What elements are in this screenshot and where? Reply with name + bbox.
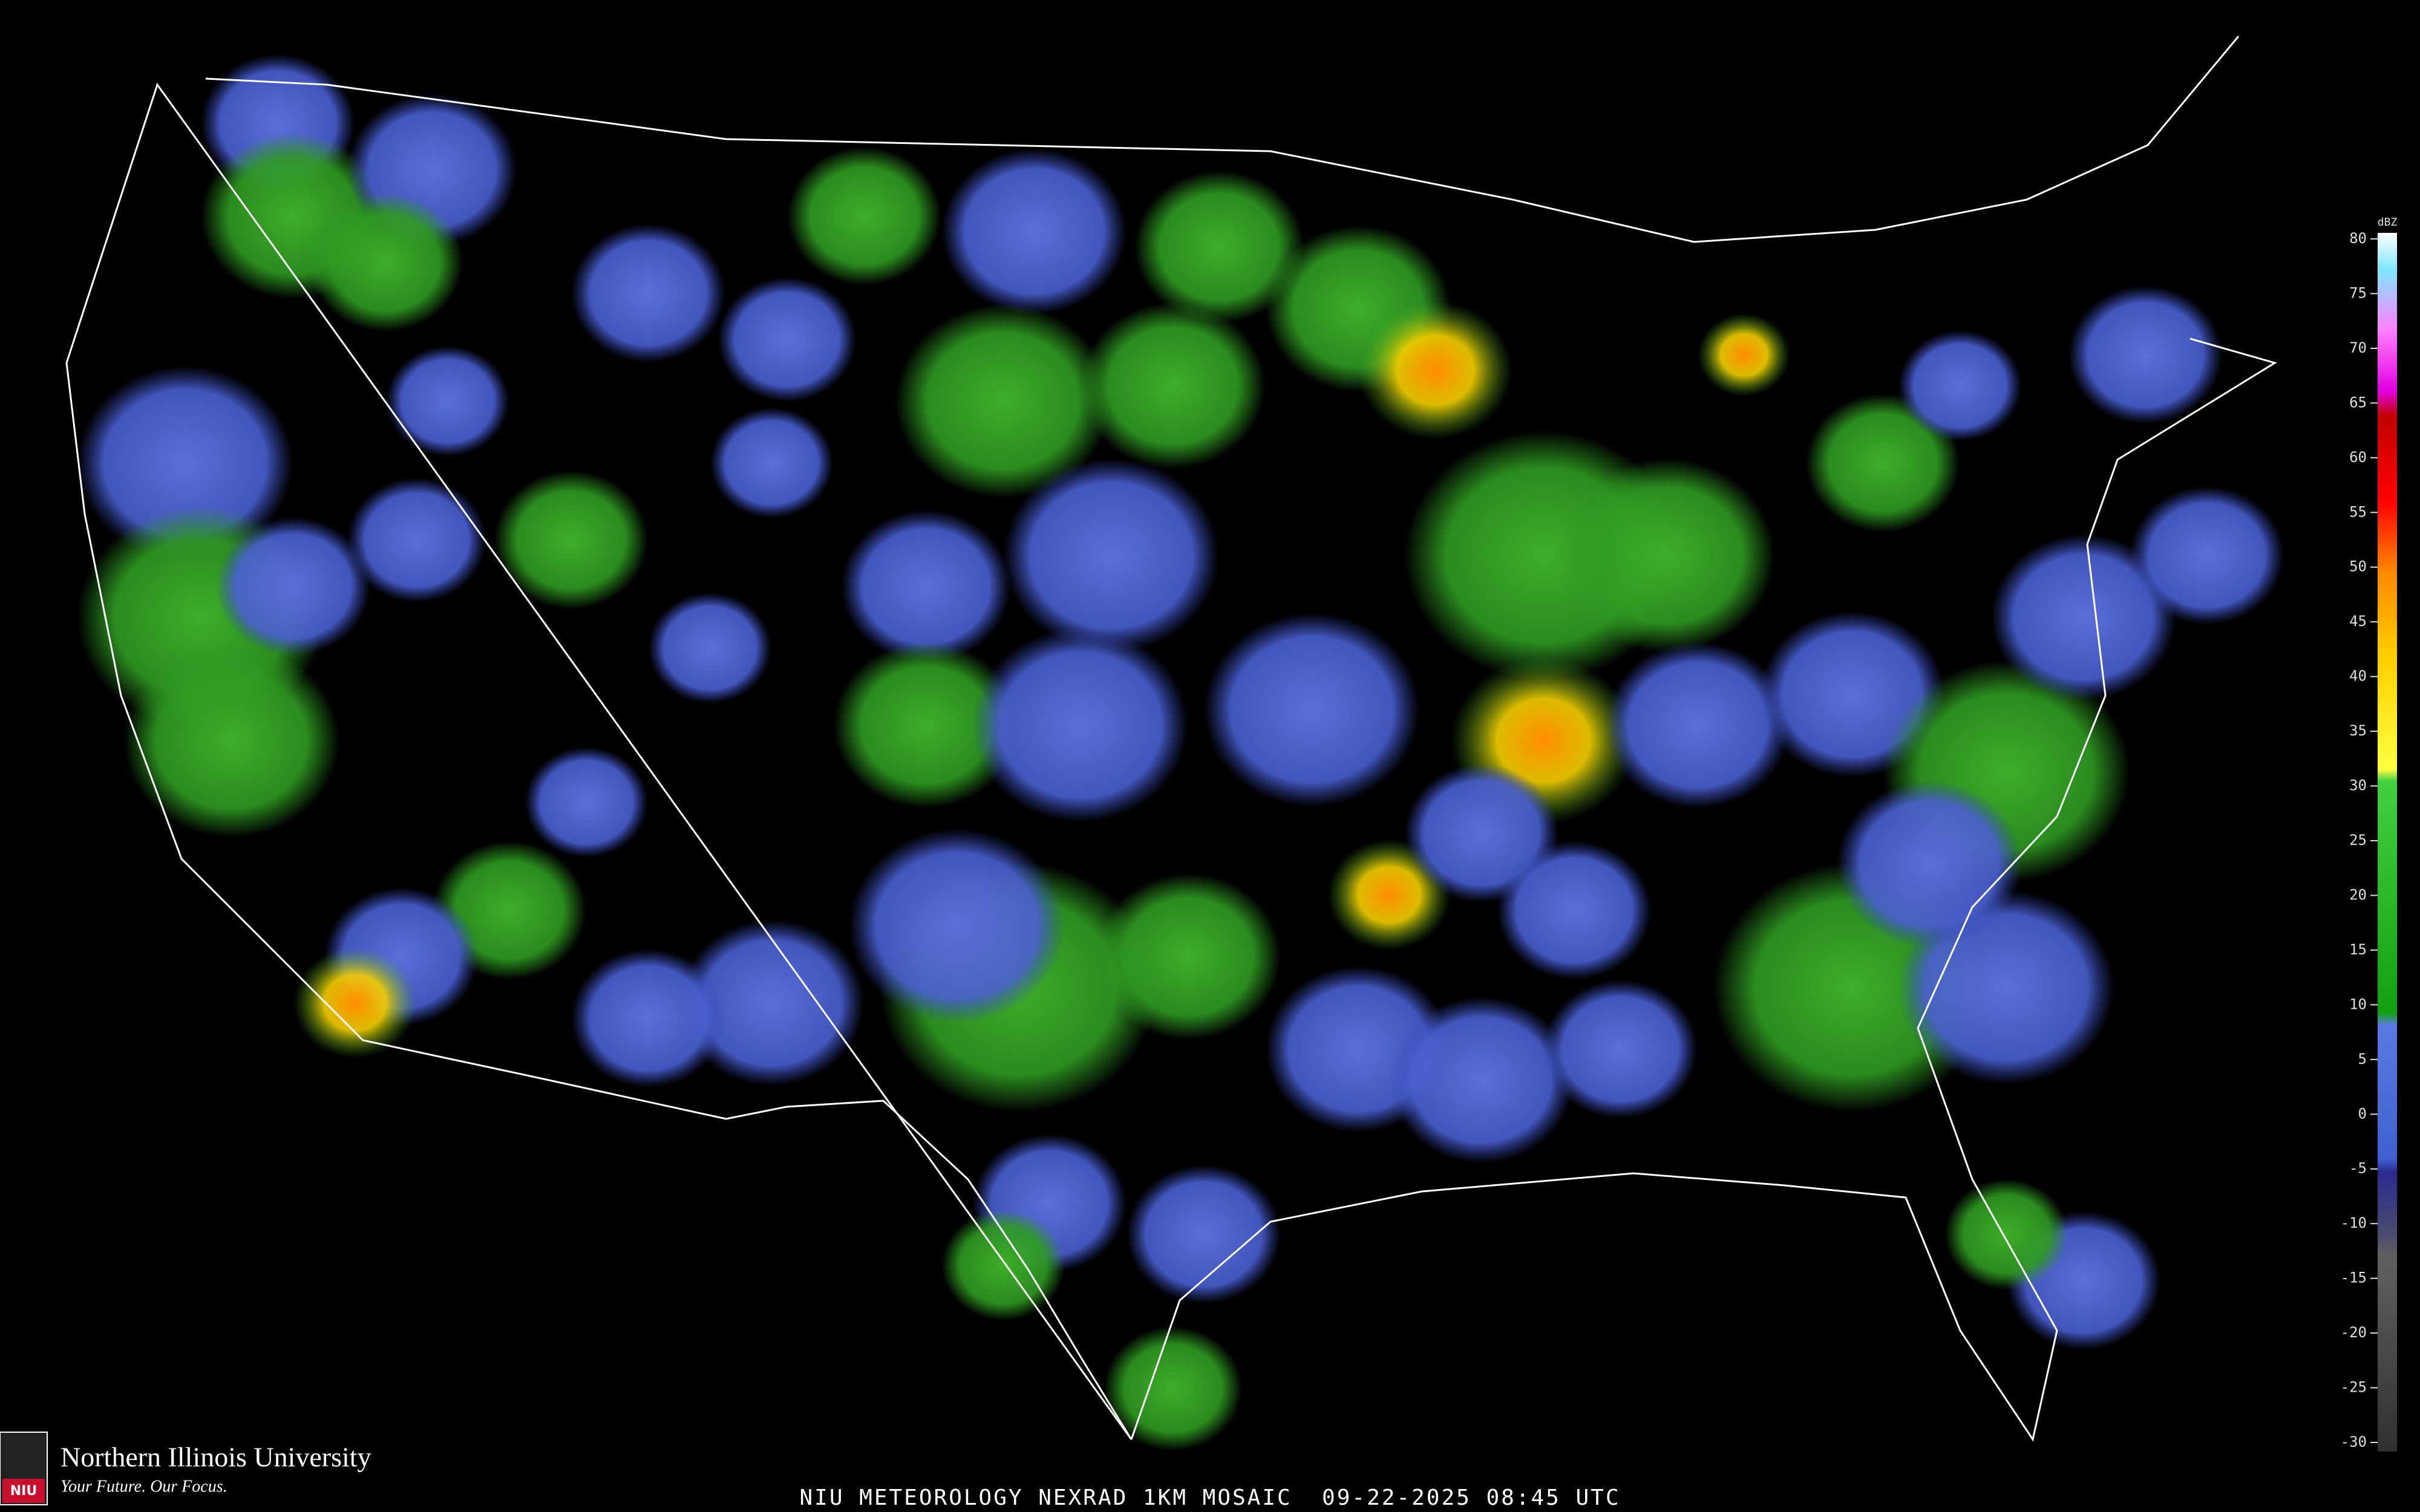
echo [2068,285,2223,425]
echo [1898,330,2022,442]
echo [216,516,371,656]
echo [385,345,509,457]
logo: NIU Northern Illinois University Your Fu… [0,1432,371,1505]
logo-badge-band [2,1479,45,1503]
logo-name: Northern Illinois University [60,1442,371,1473]
echo [679,919,865,1086]
echo [841,510,1011,663]
echo [293,947,417,1058]
echo [571,223,725,363]
legend-tick-label: 45 [2349,613,2367,630]
legend-tick-label: 80 [2349,230,2367,247]
us-outline [65,36,2277,1442]
echo [1605,642,1791,809]
legend-tick-label: 40 [2349,668,2367,685]
echo [525,746,649,858]
legend-tick-label: 5 [2358,1051,2367,1067]
echo [849,828,1065,1023]
legend-tick-label: 35 [2349,722,2367,739]
legend-tick-label: 0 [2358,1105,2367,1122]
logo-tagline: Your Future. Our Focus. [60,1477,227,1496]
color-scale: dBZ 80757065605550454035302520151050-5-1… [2341,216,2398,1452]
legend-tick-label: 55 [2349,503,2367,520]
radar-echoes [77,54,2284,1452]
echo [2130,486,2284,625]
echo [1003,458,1220,653]
echo [571,948,725,1088]
echo [1497,841,1652,980]
echo [972,628,1189,823]
echo [648,592,772,704]
echo [123,643,340,838]
color-bar [2378,233,2397,1452]
echo [1388,996,1575,1164]
legend-tick-label: 15 [2349,941,2367,958]
echo [494,471,649,610]
echo [1080,302,1266,469]
legend-tick-label: -5 [2349,1160,2367,1177]
echo [1358,301,1512,440]
echo [1103,1326,1243,1452]
legend-tick-label: 65 [2349,394,2367,411]
legend-tick-label: 20 [2349,886,2367,903]
echo [309,192,463,332]
legend-unit: dBZ [2378,216,2398,229]
legend-tick-label: -15 [2341,1269,2367,1286]
legend-tick-label: -30 [2341,1433,2367,1450]
legend-tick-label: 70 [2349,339,2367,356]
caption: NIU METEOROLOGY NEXRAD 1KM MOSAIC 09-22-… [799,1485,1620,1510]
echo [77,365,293,561]
echo [1944,1178,2068,1290]
legend-tick-label: 30 [2349,777,2367,794]
echo [1698,313,1791,397]
echo [787,146,942,285]
echo [1203,612,1420,807]
echo [833,642,1019,809]
echo [1134,170,1304,324]
echo [1543,979,1698,1119]
echo [1990,533,2176,701]
echo [347,477,486,603]
logo-badge-text: NIU [10,1484,37,1499]
legend-tick-label: 60 [2349,449,2367,466]
echo [710,407,834,519]
echo [941,1209,1065,1321]
echo [941,148,1127,315]
echo [895,304,1111,498]
echo [1558,458,1775,653]
legend-tick-label: 10 [2349,996,2367,1012]
echo [718,276,857,402]
legend-tick-label: 50 [2349,558,2367,575]
legend-tick-label: 25 [2349,832,2367,849]
echo [1127,1165,1281,1304]
legend-tick-label: -10 [2341,1214,2367,1231]
echo [1096,873,1281,1040]
legend-tick-label: 75 [2349,284,2367,301]
legend-tick-label: -20 [2341,1324,2367,1341]
echo [1836,780,2022,948]
legend-tick-label: -25 [2341,1379,2367,1396]
